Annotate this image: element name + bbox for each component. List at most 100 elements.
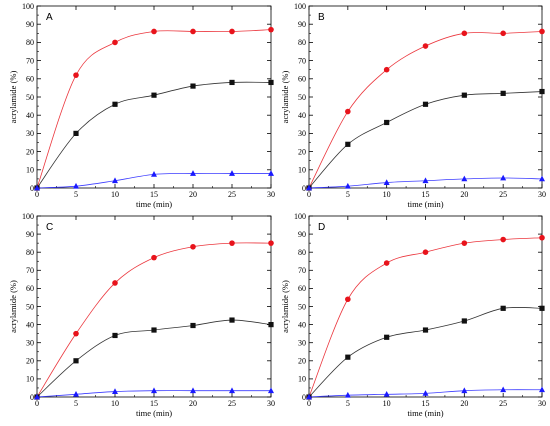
x-tick-label: 0 — [307, 399, 311, 408]
data-point-circle — [73, 72, 79, 78]
data-point-square — [190, 83, 196, 89]
chart-panel-c: 0 5 10 15 20 25 30 0 10 20 30 40 50 60 70 80 90 100 time (… — [8, 212, 275, 418]
x-tick-label: 5 — [74, 399, 78, 408]
x-axis-title: time (min) — [136, 408, 172, 418]
data-point-circle — [190, 28, 196, 35]
data-point-circle — [461, 240, 468, 246]
series-line — [308, 306, 543, 398]
y-tick-label: 70 — [298, 266, 306, 275]
y-tick-label: 20 — [298, 357, 306, 366]
y-tick-label: 40 — [298, 320, 306, 329]
data-point-square — [539, 305, 545, 311]
x-axis-title: time (min) — [407, 199, 443, 209]
data-point-square — [461, 318, 467, 324]
y-tick-label: 80 — [26, 248, 34, 257]
x-tick-label: 0 — [307, 190, 311, 199]
data-point-circle — [345, 296, 351, 303]
x-axis-title: time (min) — [136, 199, 172, 209]
y-tick-label: 0 — [30, 393, 34, 402]
data-point-square — [229, 79, 235, 86]
data-point-square — [73, 358, 79, 364]
data-point-triangle — [151, 387, 157, 394]
data-point-circle — [229, 240, 235, 246]
data-point-triangle — [383, 390, 390, 397]
data-point-square — [73, 130, 79, 136]
y-tick-label: 60 — [26, 75, 34, 84]
x-tick-label: 20 — [189, 190, 197, 199]
data-point-square — [384, 334, 390, 340]
x-tick-label: 25 — [499, 399, 507, 408]
data-point-square — [422, 101, 429, 107]
y-tick-label: 30 — [298, 129, 306, 138]
x-tick-label: 0 — [35, 190, 39, 199]
data-point-triangle — [34, 184, 40, 191]
data-point-circle — [383, 66, 390, 73]
data-point-triangle — [500, 174, 507, 181]
y-tick-label: 40 — [26, 320, 34, 329]
data-point-circle — [190, 243, 196, 250]
data-point-triangle — [190, 387, 196, 394]
data-point-square — [461, 92, 467, 98]
x-tick-label: 25 — [499, 190, 507, 199]
y-tick-label: 10 — [26, 375, 34, 384]
y-tick-label: 30 — [26, 339, 34, 348]
series-line — [308, 31, 543, 189]
y-axis-title: acrylamide (%) — [280, 280, 290, 333]
y-tick-label: 100 — [294, 2, 306, 11]
y-tick-label: 20 — [26, 357, 34, 366]
data-point-circle — [383, 260, 390, 266]
x-tick-label: 30 — [267, 399, 275, 408]
x-tick-label: 10 — [383, 190, 391, 199]
data-point-circle — [268, 240, 274, 246]
data-point-triangle — [190, 170, 196, 176]
y-tick-label: 0 — [302, 184, 306, 193]
data-point-triangle — [73, 390, 79, 397]
x-tick-label: 5 — [74, 190, 78, 199]
data-point-square — [268, 322, 274, 328]
data-point-circle — [461, 30, 468, 37]
data-point-triangle — [422, 177, 429, 184]
y-tick-label: 80 — [298, 248, 306, 257]
x-tick-label: 20 — [189, 399, 197, 408]
data-point-circle — [345, 108, 351, 115]
y-axis-title: acrylamide (%) — [280, 71, 290, 124]
data-point-square — [500, 90, 506, 96]
data-point-square — [112, 332, 118, 339]
y-tick-label: 40 — [26, 111, 34, 120]
data-point-triangle — [500, 386, 507, 393]
x-axis-title: time (min) — [407, 408, 443, 418]
data-point-square — [500, 305, 506, 311]
x-tick-label: 5 — [346, 399, 350, 408]
x-tick-label: 30 — [267, 190, 275, 199]
y-tick-label: 50 — [298, 302, 306, 311]
data-point-circle — [422, 249, 429, 255]
data-point-square — [384, 119, 390, 126]
chart-panel-b: 0 5 10 15 20 25 30 0 10 20 30 40 50 60 70 80 90 100 time (… — [280, 2, 546, 209]
panel-label: A — [46, 12, 53, 23]
data-point-triangle — [229, 170, 235, 176]
y-tick-label: 30 — [298, 339, 306, 348]
data-point-circle — [500, 30, 506, 37]
data-point-triangle — [344, 182, 351, 189]
y-tick-label: 90 — [26, 230, 34, 239]
chart-panel-a: 0 5 10 15 20 25 30 0 10 20 30 40 50 60 70 80 90 100 time (… — [8, 2, 275, 209]
data-point-circle — [151, 28, 157, 35]
y-tick-label: 100 — [22, 2, 34, 11]
x-tick-label: 30 — [538, 190, 546, 199]
series-line — [308, 237, 543, 398]
x-tick-label: 20 — [460, 399, 468, 408]
data-point-square — [190, 322, 196, 329]
panel-label: B — [318, 12, 325, 23]
data-point-triangle — [422, 390, 429, 396]
y-tick-label: 90 — [298, 20, 306, 29]
y-tick-label: 60 — [298, 284, 306, 293]
data-point-circle — [112, 280, 118, 286]
y-tick-label: 0 — [302, 393, 306, 402]
y-tick-label: 30 — [26, 129, 34, 138]
series-line — [36, 29, 272, 189]
data-point-triangle — [229, 387, 235, 394]
data-point-triangle — [306, 184, 312, 191]
data-point-triangle — [112, 177, 118, 184]
y-tick-label: 0 — [30, 184, 34, 193]
data-point-circle — [268, 26, 274, 33]
